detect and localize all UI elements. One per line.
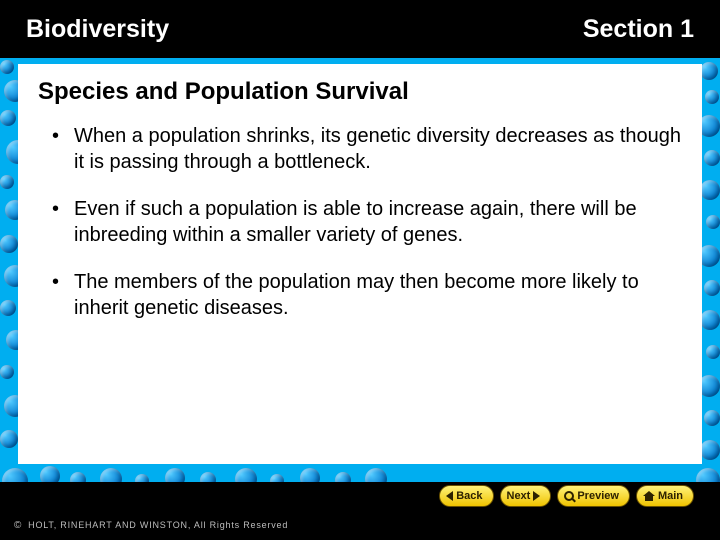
bubble-icon <box>705 90 719 104</box>
bubble-icon <box>700 310 720 330</box>
arrow-left-icon <box>446 491 453 501</box>
bubble-icon <box>0 110 16 126</box>
magnifier-icon <box>564 491 574 501</box>
main-label: Main <box>658 490 683 502</box>
nav-bar: Back Next Preview Main <box>0 482 720 510</box>
section-label: Section 1 <box>583 15 694 44</box>
bullet-list: When a population shrinks, its genetic d… <box>38 124 682 322</box>
copyright: © HOLT, RINEHART AND WINSTON, All Rights… <box>14 520 288 531</box>
home-icon <box>643 491 655 501</box>
next-button[interactable]: Next <box>500 485 552 507</box>
back-button[interactable]: Back <box>439 485 493 507</box>
bullet-item: The members of the population may then b… <box>60 270 682 321</box>
slide: Biodiversity Section 1 Species and Popul… <box>0 0 720 540</box>
arrow-right-icon <box>533 491 540 501</box>
bubble-icon <box>0 175 14 189</box>
bubble-icon <box>0 300 16 316</box>
preview-label: Preview <box>577 490 619 502</box>
preview-button[interactable]: Preview <box>557 485 630 507</box>
bubble-icon <box>706 345 720 359</box>
bullet-item: When a population shrinks, its genetic d… <box>60 124 682 175</box>
bubble-icon <box>704 410 720 426</box>
chapter-title: Biodiversity <box>26 15 169 44</box>
bubble-icon <box>700 62 718 80</box>
bubble-icon <box>0 430 18 448</box>
next-label: Next <box>507 490 531 502</box>
bubble-icon <box>0 235 18 253</box>
content-panel: Species and Population Survival When a p… <box>18 64 702 464</box>
bubble-icon <box>0 365 14 379</box>
bubble-icon <box>706 215 720 229</box>
copyright-symbol: © <box>14 520 22 531</box>
bubble-icon <box>700 180 720 200</box>
slide-title: Species and Population Survival <box>38 78 682 106</box>
copyright-text: HOLT, RINEHART AND WINSTON, All Rights R… <box>28 520 288 530</box>
footer-bar: © HOLT, RINEHART AND WINSTON, All Rights… <box>0 510 720 540</box>
bubble-icon <box>704 280 720 296</box>
bubble-icon <box>700 440 720 460</box>
back-label: Back <box>456 490 482 502</box>
bullet-item: Even if such a population is able to inc… <box>60 197 682 248</box>
bubble-icon <box>0 60 14 74</box>
header-bar: Biodiversity Section 1 <box>0 0 720 58</box>
bubble-icon <box>704 150 720 166</box>
main-button[interactable]: Main <box>636 485 694 507</box>
